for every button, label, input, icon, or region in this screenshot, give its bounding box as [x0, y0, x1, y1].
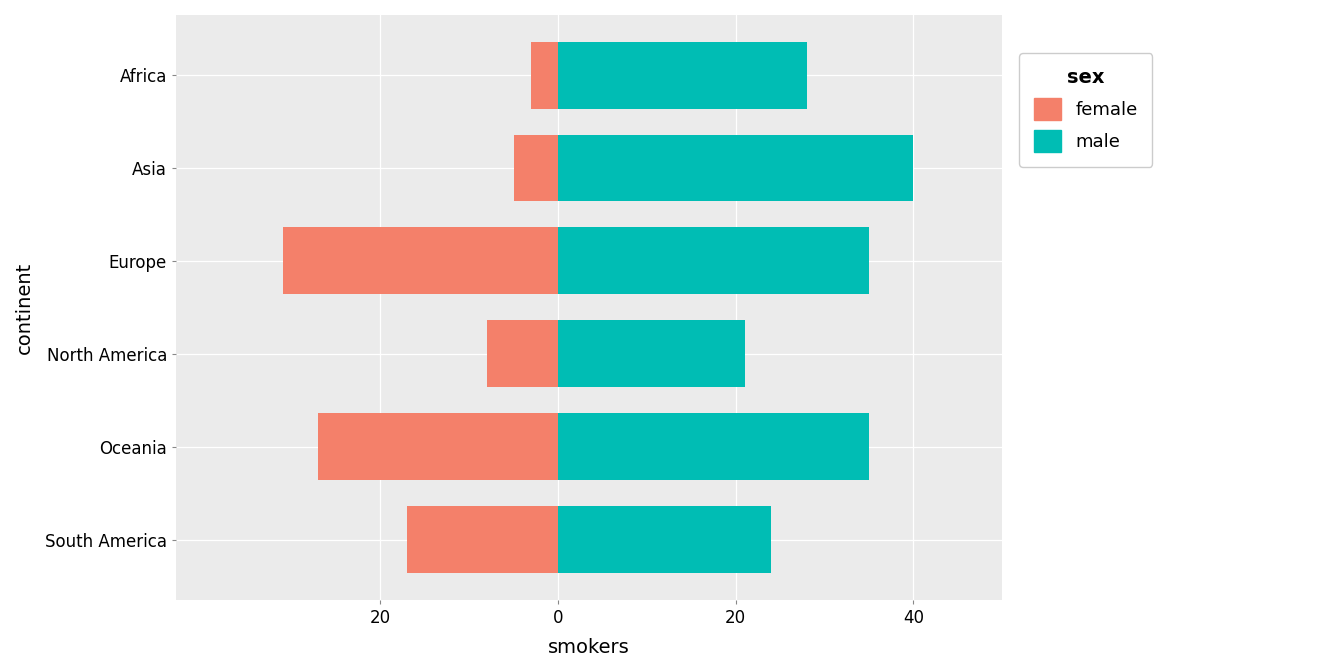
Bar	[558, 134, 914, 202]
Bar	[319, 413, 558, 480]
Bar	[558, 413, 870, 480]
Bar	[531, 42, 558, 108]
Legend: female, male: female, male	[1020, 53, 1152, 167]
Bar	[513, 134, 558, 202]
X-axis label: smokers: smokers	[548, 638, 630, 657]
Bar	[558, 321, 745, 387]
Bar	[558, 506, 771, 573]
Bar	[407, 506, 558, 573]
Y-axis label: continent: continent	[15, 261, 34, 353]
Bar	[282, 228, 558, 294]
Bar	[558, 42, 806, 108]
Bar	[487, 321, 558, 387]
Bar	[558, 228, 870, 294]
